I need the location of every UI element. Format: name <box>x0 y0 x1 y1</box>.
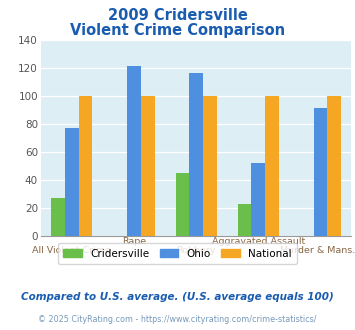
Text: All Violent Crime: All Violent Crime <box>32 246 111 255</box>
Bar <box>65 128 79 236</box>
Legend: Cridersville, Ohio, National: Cridersville, Ohio, National <box>58 243 297 264</box>
Bar <box>127 66 141 236</box>
Bar <box>189 73 203 236</box>
Text: Robbery: Robbery <box>176 246 216 255</box>
Bar <box>327 96 341 236</box>
Bar <box>203 96 217 236</box>
Bar <box>141 96 154 236</box>
Text: Violent Crime Comparison: Violent Crime Comparison <box>70 23 285 38</box>
Text: Compared to U.S. average. (U.S. average equals 100): Compared to U.S. average. (U.S. average … <box>21 292 334 302</box>
Bar <box>79 96 92 236</box>
Bar <box>176 173 189 236</box>
Bar <box>251 163 265 236</box>
Text: © 2025 CityRating.com - https://www.cityrating.com/crime-statistics/: © 2025 CityRating.com - https://www.city… <box>38 315 317 324</box>
Text: Rape: Rape <box>122 237 146 246</box>
Text: Aggravated Assault: Aggravated Assault <box>212 237 305 246</box>
Text: 2009 Cridersville: 2009 Cridersville <box>108 8 247 23</box>
Text: Murder & Mans...: Murder & Mans... <box>280 246 355 255</box>
Bar <box>51 198 65 236</box>
Bar <box>313 108 327 236</box>
Bar <box>265 96 279 236</box>
Bar <box>238 204 251 236</box>
